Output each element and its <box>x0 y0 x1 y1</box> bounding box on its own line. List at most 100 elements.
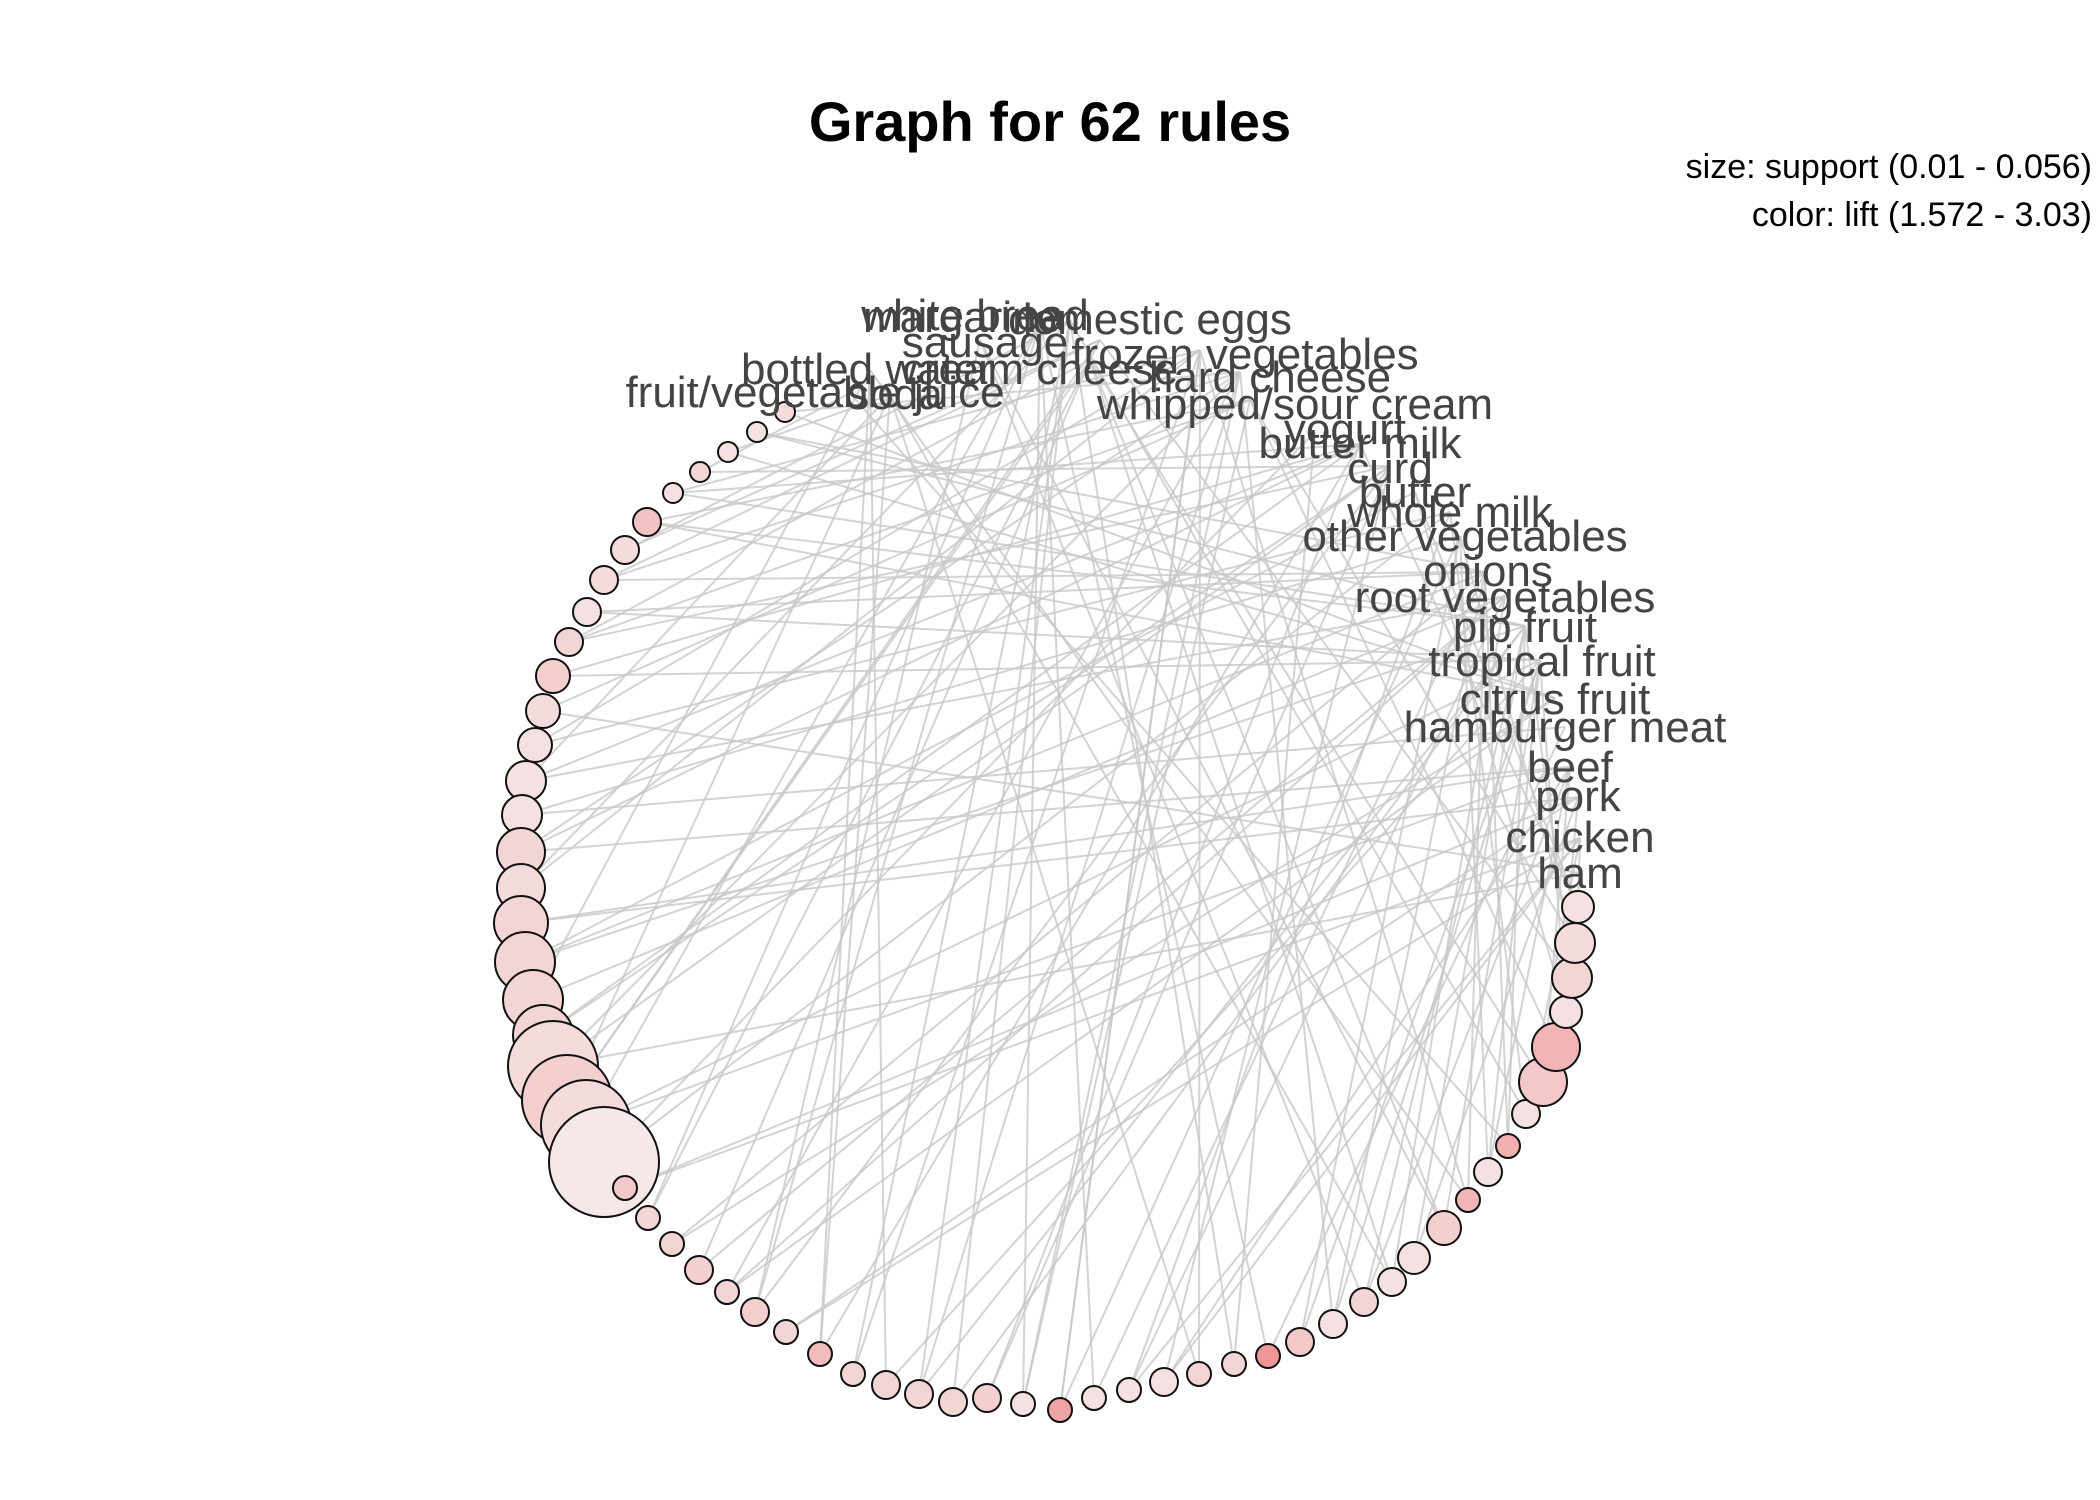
rule-node[interactable] <box>1318 1309 1348 1339</box>
rule-edge <box>852 319 1071 1375</box>
rule-node[interactable] <box>1010 1391 1036 1417</box>
rule-node[interactable] <box>659 1231 685 1257</box>
rule-node[interactable] <box>535 658 571 694</box>
rule-node[interactable] <box>972 1383 1002 1413</box>
rule-edge <box>754 465 1391 1313</box>
rule-node[interactable] <box>1285 1327 1315 1357</box>
rule-node[interactable] <box>714 1279 740 1305</box>
rule-edge <box>1089 359 1393 1283</box>
rule-node[interactable] <box>938 1387 968 1417</box>
rule-node[interactable] <box>662 482 684 504</box>
rule-edge <box>542 443 1361 1036</box>
item-label: domestic eggs <box>1008 295 1292 344</box>
rule-node[interactable] <box>1221 1351 1247 1377</box>
rule-node[interactable] <box>1426 1210 1462 1246</box>
rule-edge <box>624 796 1579 1189</box>
rule-edge <box>525 394 891 782</box>
rule-edge <box>1039 321 1095 1399</box>
rule-node[interactable] <box>807 1341 833 1367</box>
rule-node[interactable] <box>1549 995 1583 1029</box>
rule-edge <box>1414 491 1579 908</box>
rule-edge <box>918 625 1526 1395</box>
item-label: hamburger meat <box>1404 703 1727 752</box>
legend-size: size: support (0.01 - 0.056) <box>1686 148 2092 186</box>
rule-edge <box>603 571 1486 581</box>
rule-node[interactable] <box>774 401 796 423</box>
rule-edge <box>1359 443 1579 908</box>
rule-node[interactable] <box>746 421 768 443</box>
rule-edge <box>754 339 981 1313</box>
rule-node[interactable] <box>1047 1397 1073 1423</box>
item-label: bottled water <box>741 345 993 394</box>
item-label: onions <box>1423 547 1553 596</box>
rule-edge <box>585 659 1541 1126</box>
rule-edge <box>986 443 1361 1399</box>
rule-node[interactable] <box>1531 1022 1581 1072</box>
rule-node[interactable] <box>1255 1343 1281 1369</box>
rule-node[interactable] <box>610 535 640 565</box>
rule-node[interactable] <box>1081 1385 1107 1411</box>
rule-node[interactable] <box>1495 1133 1521 1159</box>
rule-node[interactable] <box>1554 922 1596 964</box>
rule-node[interactable] <box>1186 1361 1212 1387</box>
rule-edge <box>520 796 1579 924</box>
item-label: yogurt <box>1284 405 1406 454</box>
rule-node[interactable] <box>1473 1157 1503 1187</box>
rule-edge <box>672 443 1361 494</box>
rule-edge <box>1099 339 1573 979</box>
rule-node[interactable] <box>1397 1241 1431 1275</box>
rule-node[interactable] <box>871 1370 901 1400</box>
rule-node[interactable] <box>525 693 561 729</box>
rule-edge <box>726 371 1241 1293</box>
rule-node[interactable] <box>1149 1367 1179 1397</box>
rule-edge <box>542 399 1251 712</box>
item-label: other vegetables <box>1302 512 1627 561</box>
rule-node[interactable] <box>773 1319 799 1345</box>
item-label: sausage <box>902 318 1068 367</box>
rule-node[interactable] <box>740 1297 770 1327</box>
rule-node[interactable] <box>632 507 662 537</box>
rule-node[interactable] <box>554 627 584 657</box>
item-label: margarine <box>863 293 1061 342</box>
rule-node[interactable] <box>684 1255 714 1285</box>
rule-node[interactable] <box>1377 1267 1407 1297</box>
rule-node[interactable] <box>548 1106 660 1218</box>
rule-edge <box>534 349 1201 746</box>
rule-node[interactable] <box>635 1205 661 1231</box>
rule-node[interactable] <box>689 461 711 483</box>
rule-node[interactable] <box>612 1175 638 1201</box>
rule-edge <box>986 465 1391 1399</box>
rule-node[interactable] <box>572 597 602 627</box>
rule-edge <box>542 710 1581 874</box>
nodes-layer <box>493 401 1596 1423</box>
item-label: whole milk <box>1346 488 1553 537</box>
rule-edge <box>624 837 1581 1189</box>
rule-node[interactable] <box>1349 1287 1379 1317</box>
rule-edge <box>1059 535 1461 1411</box>
rule-node[interactable] <box>1551 957 1593 999</box>
rule-node[interactable] <box>517 727 553 763</box>
rule-edge <box>785 796 1579 1333</box>
item-label: hard cheese <box>1149 353 1391 402</box>
rule-edge <box>1069 319 1235 1365</box>
item-label: whipped/sour cream <box>1096 380 1493 429</box>
rule-edge <box>1487 659 1541 1173</box>
rule-node[interactable] <box>1561 890 1595 924</box>
rule-node[interactable] <box>1116 1377 1142 1403</box>
rule-edge <box>849 392 1509 1147</box>
rule-node[interactable] <box>904 1379 934 1409</box>
rule-edge <box>1507 625 1526 1147</box>
rule-edge <box>585 766 1571 1126</box>
rule-edge <box>1199 349 1469 1201</box>
rule-node[interactable] <box>840 1361 866 1387</box>
item-label: curd <box>1347 444 1433 493</box>
rule-edge <box>1414 491 1567 1013</box>
rule-node[interactable] <box>1455 1187 1481 1213</box>
rule-node[interactable] <box>717 441 739 463</box>
rule-edge <box>520 349 1201 889</box>
rule-edge <box>646 399 1251 523</box>
item-label: butter milk <box>1259 419 1463 468</box>
rule-node[interactable] <box>589 565 619 595</box>
rule-edge <box>1198 349 1201 1375</box>
item-label: pip fruit <box>1453 603 1597 652</box>
